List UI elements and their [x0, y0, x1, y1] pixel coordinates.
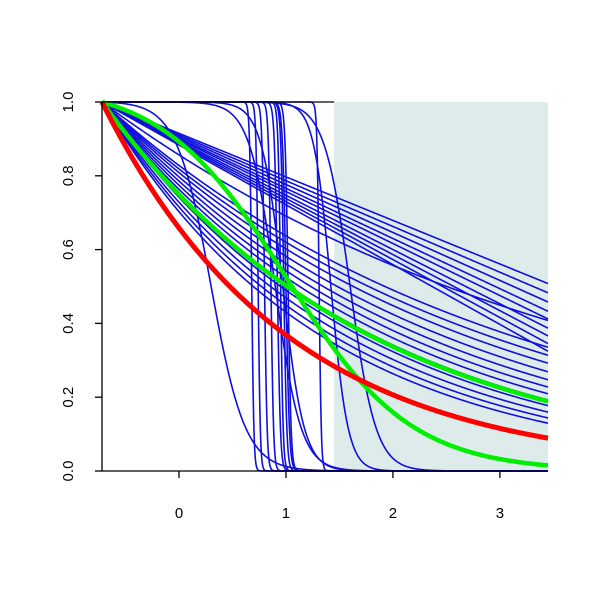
series-line-blue-14: [101, 101, 549, 373]
y-tick-label-3: 0.6: [60, 239, 77, 260]
y-tick-label-0: 0.0: [60, 461, 77, 482]
series-line-blue-3: [101, 101, 549, 303]
series-line-red-40: [99, 100, 550, 441]
series-line-green-39: [100, 99, 550, 468]
x-tick-label-2: 2: [389, 505, 397, 522]
series-line-blue-21: [101, 101, 549, 419]
x-tick-label-1: 1: [282, 505, 290, 522]
series-line-blue-1: [101, 101, 549, 285]
x-tick-label-3: 3: [496, 505, 504, 522]
y-tick-label-2: 0.4: [60, 313, 77, 334]
series-line-green-38: [100, 100, 550, 404]
series-line-blue-13: [101, 101, 549, 364]
x-tick-label-0: 0: [175, 505, 183, 522]
y-tick-label-1: 0.2: [60, 387, 77, 408]
series-line-blue-16: [101, 101, 549, 388]
series-line-blue-12: [101, 101, 549, 357]
y-tick-label-5: 1.0: [60, 92, 77, 113]
series-line-blue-15: [101, 101, 549, 381]
series-line-blue-10: [101, 101, 549, 322]
series-line-blue-17: [101, 101, 549, 395]
y-axis-ticks: 0.0 0.2 0.4 0.6 0.8 1.0: [60, 92, 102, 482]
series-line-blue-11: [101, 101, 549, 349]
series-line-blue-20: [101, 101, 549, 413]
series-line-blue-2: [101, 101, 549, 294]
x-axis-ticks: 0 1 2 3: [175, 471, 504, 522]
y-tick-label-4: 0.8: [60, 165, 77, 186]
